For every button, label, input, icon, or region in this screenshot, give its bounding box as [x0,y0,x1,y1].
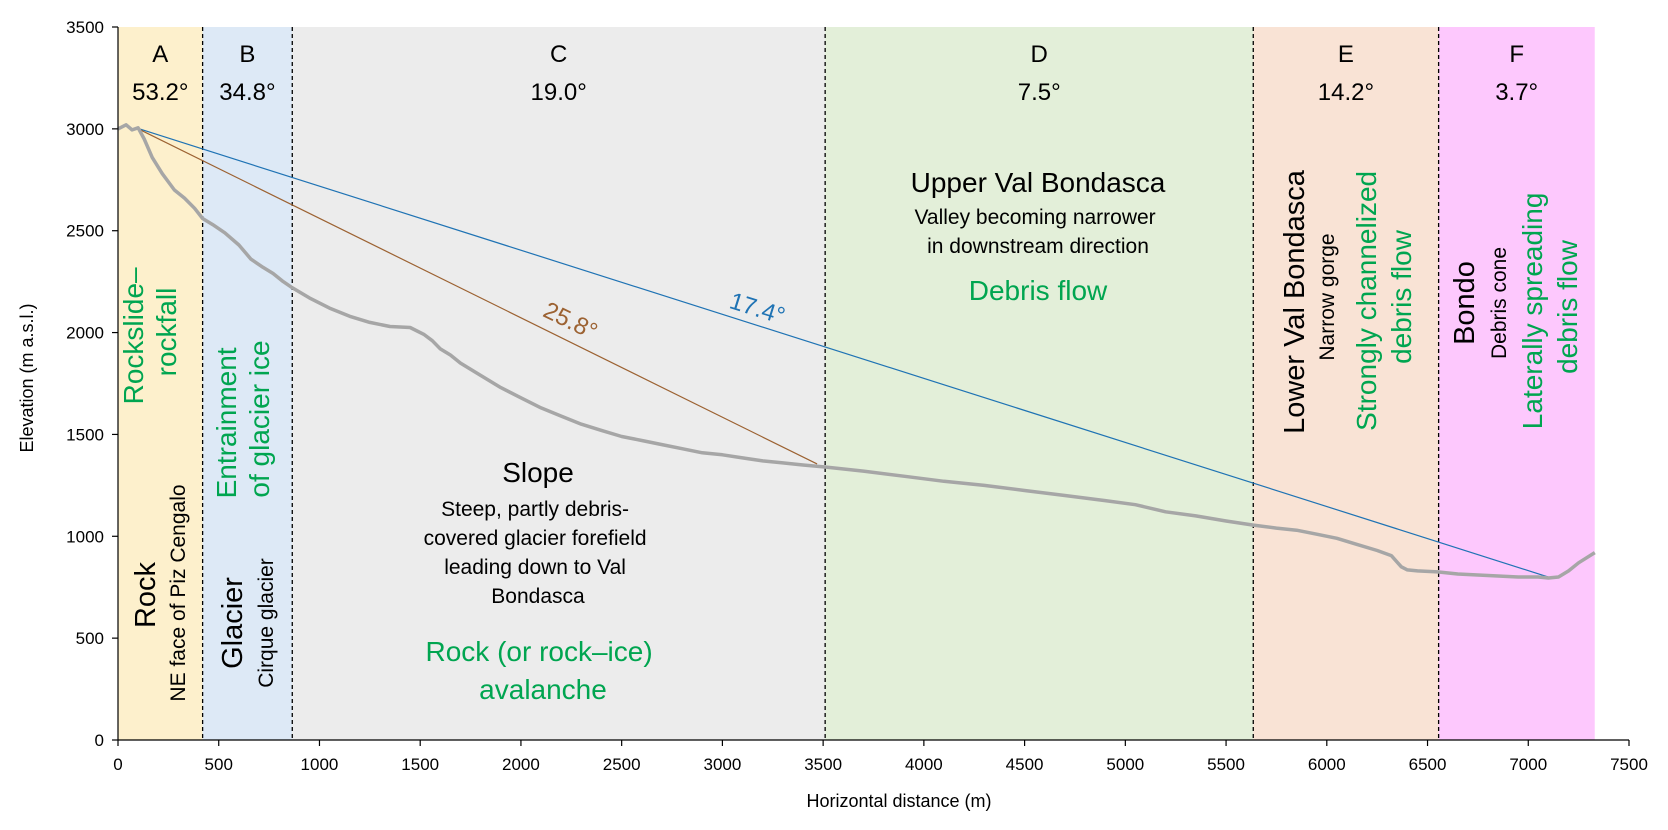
zone-letter-c: C [550,41,567,68]
zone-b-process-line1: Entrainment [211,347,242,498]
reach-line-258 [135,127,818,465]
x-tick-label: 6500 [1409,755,1447,774]
zone-band-c [292,27,826,740]
zone-c-desc-line4: Bondasca [491,585,585,608]
x-axis-title: Horizontal distance (m) [806,791,991,811]
y-tick-label: 3500 [66,18,104,37]
zone-d-title: Upper Val Bondasca [911,167,1166,198]
zone-f-description: Debris cone [1488,247,1511,359]
reach-angle-lines [135,127,1549,578]
zone-c-description: Steep, partly debris- covered glacier fo… [424,498,653,608]
zone-headers: A 53.2° B 34.8° C 19.0° D 7.5° E 14.2° F 3.7° [132,41,1538,106]
zone-angle-b: 34.8° [219,79,275,106]
zone-c-process-line1: Rock (or rock–ice) [426,636,653,667]
elevation-profile-line [117,123,1596,580]
zone-d-description: Valley becoming narrower in downstream d… [914,206,1161,258]
zone-letter-e: E [1338,41,1354,68]
zone-f-process-line1: Laterally spreading [1517,193,1548,430]
zone-a-process-label: Rockslide– rockfall [118,260,182,405]
x-tick-label: 3500 [804,755,842,774]
axes: 0 500 1000 1500 2000 2500 3000 3500 0 500 1000 1500… [66,18,1648,774]
zone-f-process-line2: debris flow [1552,239,1583,374]
x-tick-label: 2500 [603,755,641,774]
zone-a-type-label: Rock [130,561,162,628]
x-tick-label: 3000 [703,755,741,774]
y-tick-label: 0 [95,731,104,750]
x-tick-label: 7000 [1509,755,1547,774]
zone-a-process-line2: rockfall [151,288,182,377]
zone-letter-b: B [239,41,255,68]
zone-c-title: Slope [502,457,574,488]
zone-a-process-line1: Rockslide– [118,267,149,404]
zone-band-a [118,27,203,740]
zone-e-process-line1: Strongly channelized [1351,171,1382,431]
y-axis-title: Elevation (m a.s.l.) [17,303,37,452]
x-tick-label: 1000 [301,755,339,774]
zone-letter-d: D [1031,41,1048,68]
zone-c-process-label: Rock (or rock–ice) avalanche [426,636,661,705]
y-tick-label: 2000 [66,324,104,343]
x-tick-label: 5500 [1207,755,1245,774]
zone-d-process-label: Debris flow [969,275,1108,306]
x-tick-label: 7500 [1610,755,1648,774]
zone-b-description: Cirque glacier [255,558,278,688]
x-tick-label: 1500 [401,755,439,774]
zone-c-process-line2: avalanche [479,674,607,705]
zone-e-process-line2: debris flow [1386,229,1417,364]
x-tick-label: 2000 [502,755,540,774]
y-tick-label: 1000 [66,527,104,546]
zone-band-e [1253,27,1439,740]
zone-b-process-label: Entrainment of glacier ice [211,340,275,499]
zone-angle-a: 53.2° [132,79,188,106]
zone-d-desc-line2: in downstream direction [927,235,1149,258]
zone-angle-c: 19.0° [531,79,587,106]
zone-e-description: Narrow gorge [1316,233,1339,360]
zone-angle-f: 3.7° [1495,79,1538,106]
zone-angle-d: 7.5° [1018,79,1061,106]
zone-letter-f: F [1509,41,1524,68]
x-tick-label: 500 [205,755,233,774]
zone-band-d [825,27,1254,740]
zone-letter-a: A [152,41,168,68]
zone-f-type-label: Bondo [1449,261,1481,345]
zone-c-desc-line3: leading down to Val [444,556,626,579]
x-tick-label: 6000 [1308,755,1346,774]
zone-backgrounds [118,27,1595,740]
zone-c-desc-line2: covered glacier forefield [424,527,647,550]
zone-b-type-label: Glacier [217,577,249,669]
zone-f-process-label: Laterally spreading debris flow [1517,185,1583,429]
zone-e-type-label: Lower Val Bondasca [1279,169,1311,434]
y-tick-label: 500 [76,629,104,648]
zone-a-description: NE face of Piz Cengalo [167,484,190,701]
x-tick-label: 0 [113,755,122,774]
zone-angle-e: 14.2° [1318,79,1374,106]
y-tick-label: 3000 [66,120,104,139]
reach-line-174 [135,127,1549,578]
y-tick-label: 1500 [66,425,104,444]
x-tick-label: 5000 [1106,755,1144,774]
zone-d-desc-line1: Valley becoming narrower [914,206,1155,229]
x-tick-label: 4500 [1006,755,1044,774]
zone-e-process-label: Strongly channelized debris flow [1351,163,1417,431]
zone-b-process-line2: of glacier ice [244,340,275,497]
zone-c-desc-line1: Steep, partly debris- [441,498,629,521]
zone-band-b [202,27,293,740]
zone-band-f [1438,27,1595,740]
y-tick-label: 2500 [66,222,104,241]
x-tick-label: 4000 [905,755,943,774]
